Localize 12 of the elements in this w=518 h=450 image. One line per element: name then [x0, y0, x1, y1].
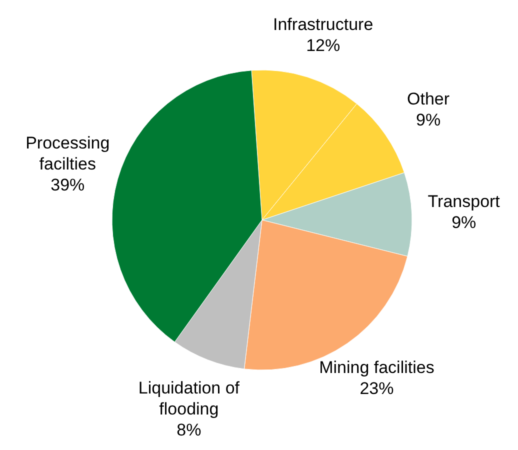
slice-label: Other: [407, 90, 450, 109]
slice-label: Mining facilities: [319, 358, 434, 378]
data-label: 39%: [50, 175, 85, 194]
data-label: 8%: [176, 420, 202, 440]
data-label: 9%: [416, 110, 441, 130]
slice-label: Processing facilties: [26, 133, 110, 174]
data-label: 9%: [452, 212, 476, 232]
slice-label: Liquidation of flooding: [138, 378, 240, 418]
data-label: 12%: [306, 36, 340, 56]
slice-label: Infrastructure: [273, 15, 374, 34]
slice-label: Transport: [428, 192, 500, 211]
data-label: 23%: [360, 379, 394, 398]
